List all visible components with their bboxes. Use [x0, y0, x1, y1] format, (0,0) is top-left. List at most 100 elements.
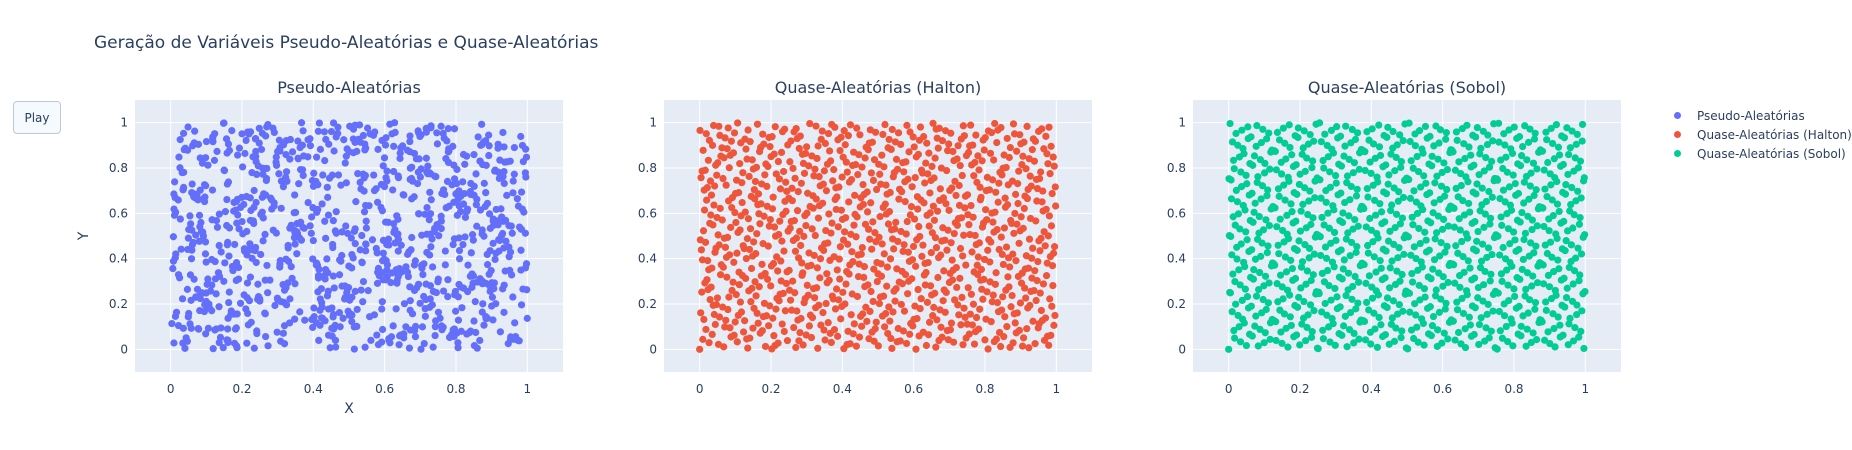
data-point	[415, 129, 423, 137]
data-point	[1389, 127, 1397, 136]
data-point	[1262, 216, 1270, 224]
data-point	[454, 316, 463, 324]
data-point	[814, 142, 822, 150]
data-point	[1011, 319, 1019, 327]
data-point	[1369, 181, 1377, 189]
data-point	[476, 157, 484, 165]
data-point	[334, 171, 343, 179]
data-point	[191, 127, 199, 135]
data-point	[1354, 299, 1362, 307]
data-point	[1570, 267, 1579, 275]
data-point	[731, 189, 740, 198]
data-point	[286, 319, 294, 327]
y-tick-label: 0.2	[1167, 297, 1186, 311]
data-point	[500, 167, 508, 176]
data-point	[1578, 120, 1587, 129]
data-point	[228, 127, 236, 135]
data-point	[764, 242, 772, 250]
data-point	[243, 279, 252, 287]
data-point	[1390, 184, 1398, 192]
data-point	[700, 315, 708, 324]
data-point	[517, 188, 526, 196]
data-point	[781, 307, 789, 315]
data-point	[841, 300, 849, 308]
data-point	[1267, 262, 1276, 270]
data-point	[1419, 319, 1427, 328]
data-point	[1319, 156, 1327, 165]
data-point	[1497, 270, 1505, 278]
data-point	[353, 305, 361, 314]
data-point	[351, 121, 359, 129]
data-point	[952, 191, 960, 200]
data-point	[1290, 189, 1298, 197]
data-point	[828, 219, 836, 227]
data-point	[1416, 296, 1424, 304]
data-point	[776, 290, 784, 298]
data-point	[480, 179, 488, 187]
data-point	[1512, 304, 1520, 312]
data-point	[277, 204, 285, 212]
data-point	[965, 221, 973, 229]
data-point	[476, 336, 484, 345]
data-point	[406, 283, 414, 291]
data-point	[474, 133, 482, 141]
data-point	[721, 134, 729, 142]
data-point	[235, 263, 243, 272]
data-point	[871, 128, 880, 136]
data-point	[1305, 197, 1313, 205]
data-point	[457, 327, 465, 335]
data-point	[500, 143, 508, 151]
data-point	[1514, 330, 1522, 338]
data-point	[1498, 277, 1506, 285]
data-point	[367, 336, 375, 344]
data-point	[946, 269, 954, 277]
data-point	[1571, 154, 1579, 162]
data-point	[330, 147, 338, 155]
data-point	[172, 308, 181, 316]
data-point	[754, 319, 762, 327]
data-point	[1576, 157, 1585, 165]
data-point	[907, 203, 916, 211]
data-point	[1227, 176, 1235, 184]
data-point	[293, 250, 301, 258]
data-point	[246, 128, 255, 136]
data-point	[1227, 232, 1235, 241]
legend-item-sobol[interactable]: Quase-Aleatórias (Sobol)	[1668, 144, 1852, 163]
data-point	[427, 170, 435, 178]
data-point	[947, 319, 956, 327]
data-point	[421, 305, 429, 313]
data-point	[310, 304, 318, 312]
data-point	[1301, 241, 1309, 249]
data-point	[1259, 295, 1267, 304]
data-point	[840, 228, 849, 236]
data-point	[1029, 135, 1037, 143]
data-point	[931, 154, 939, 162]
data-point	[1265, 129, 1273, 137]
legend-item-halton[interactable]: Quase-Aleatórias (Halton)	[1668, 125, 1852, 144]
data-point	[1229, 270, 1237, 278]
data-point	[1487, 327, 1495, 335]
data-point	[1342, 291, 1350, 300]
data-point	[1367, 169, 1375, 177]
data-point	[1572, 140, 1580, 148]
data-point	[986, 149, 995, 157]
data-point	[1002, 243, 1011, 251]
legend-item-pseudo[interactable]: Pseudo-Aleatórias	[1668, 106, 1852, 125]
data-point	[1438, 168, 1446, 177]
data-point	[250, 186, 258, 195]
data-point	[1436, 252, 1444, 260]
data-point	[372, 185, 380, 193]
data-point	[797, 241, 805, 250]
data-point	[921, 179, 929, 187]
data-point	[873, 258, 881, 267]
data-point	[1364, 193, 1372, 201]
data-point	[811, 231, 819, 240]
data-point	[1508, 262, 1516, 270]
data-point	[910, 315, 918, 323]
data-point	[1459, 309, 1468, 318]
play-button[interactable]: Play	[13, 101, 61, 134]
data-point	[408, 195, 416, 203]
data-point	[1241, 285, 1249, 293]
data-point	[823, 270, 831, 278]
data-point	[737, 212, 745, 220]
